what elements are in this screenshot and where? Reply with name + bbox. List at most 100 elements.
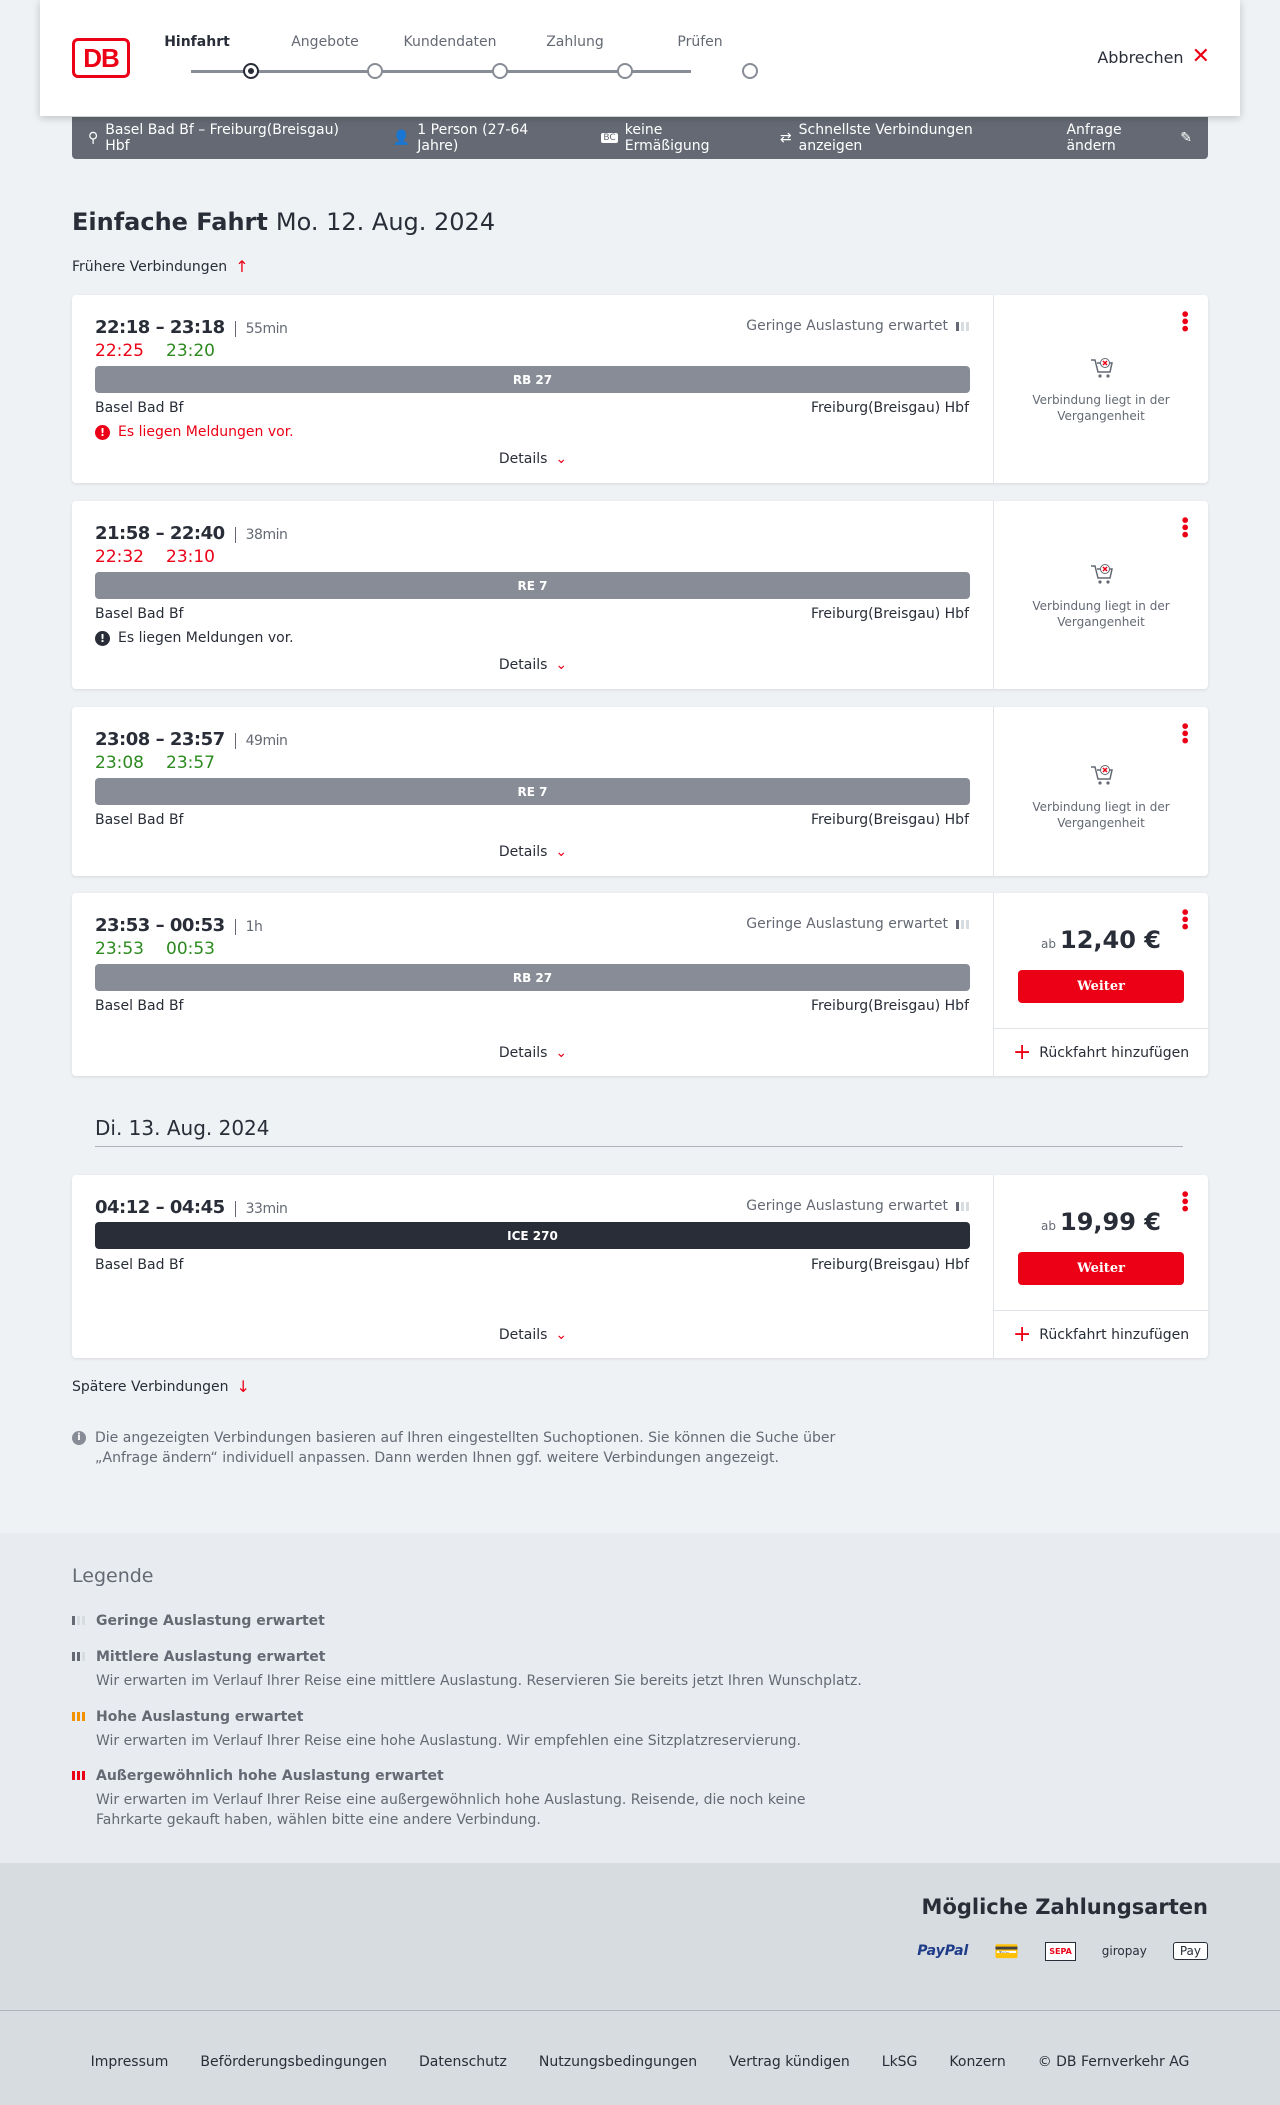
legend-item-title: Geringe Auslastung erwartet [96, 1613, 325, 1629]
connection-times: 21:58 – 22:40 38min [95, 523, 288, 544]
more-options-icon[interactable]: ••• [1175, 1189, 1194, 1211]
step-kundendaten: Kundendaten [403, 34, 497, 50]
offer-panel: ••• Verbindung liegt in der Vergangenhei… [994, 295, 1208, 483]
details-toggle[interactable]: Details ⌄ [72, 1045, 994, 1061]
connection-info[interactable]: 23:08 – 23:57 49min 23:08 23:57 RE 7 Basel … [72, 707, 994, 876]
connection-info[interactable]: 04:12 – 04:45 33min Geringe Auslastung er… [72, 1175, 994, 1358]
offer-panel: ••• Verbindung liegt in der Vergangenhei… [994, 501, 1208, 689]
train-bar: ICE 270 [95, 1222, 970, 1249]
db-logo[interactable]: DB [72, 38, 130, 78]
logo-text: DB [83, 42, 120, 73]
cart-unavailable-icon [1091, 564, 1113, 584]
chevron-down-icon: ⌄ [555, 1327, 568, 1343]
bahncard-icon: BC [601, 133, 618, 143]
earlier-label: Frühere Verbindungen [72, 258, 228, 275]
realtime-times: 23:53 00:53 [95, 939, 237, 959]
details-label: Details [498, 1045, 548, 1061]
route-text: Basel Bad Bf – Freiburg(Breisgau) Hbf [105, 122, 339, 154]
footer-link[interactable]: © DB Fernverkehr AG [1037, 2054, 1190, 2070]
load-indicator: Geringe Auslastung erwartet [746, 1198, 969, 1214]
details-toggle[interactable]: Details ⌄ [72, 844, 994, 860]
load-indicator: Geringe Auslastung erwartet [746, 318, 969, 334]
duration: 1h [234, 919, 263, 935]
departure-station: Basel Bad Bf [95, 400, 184, 416]
connection-info[interactable]: 23:53 – 00:53 1h 23:53 00:53 Geringe Auslas… [72, 893, 994, 1076]
times-text: 22:18 – 23:18 [95, 317, 225, 338]
departure-station: Basel Bad Bf [95, 998, 184, 1014]
add-return-button[interactable]: + Rückfahrt hinzufügen [994, 1028, 1208, 1076]
continue-button[interactable]: Weiter [1018, 970, 1184, 1003]
more-options-icon[interactable]: ••• [1175, 721, 1194, 743]
discount-text: keine Ermäßigung [624, 122, 710, 154]
past-connection-text: Verbindung liegt in der Vergangenheit [1032, 599, 1170, 629]
more-options-icon[interactable]: ••• [1175, 907, 1194, 929]
realtime-departure: 22:32 [95, 547, 144, 567]
legend-item-title: Hohe Auslastung erwartet [96, 1709, 304, 1725]
giropay-icon: giropay [1101, 1944, 1147, 1958]
load-low-icon [956, 1201, 969, 1211]
pencil-icon: ✎ [1180, 130, 1193, 146]
load-very-high-icon [72, 1771, 85, 1780]
departure-station: Basel Bad Bf [95, 812, 184, 828]
payment-icons: PayPal 💳 SEPA giropay Pay [917, 1939, 1208, 1963]
payment-section: Mögliche Zahlungsarten PayPal 💳 SEPA gir… [0, 1863, 1280, 2010]
trip-date: Mo. 12. Aug. 2024 [275, 208, 496, 236]
continue-button[interactable]: Weiter [1018, 1252, 1184, 1285]
fastest-info: ⇄ Schnellste Verbindungen anzeigen [780, 122, 1035, 154]
apple-pay-icon: Pay [1172, 1942, 1208, 1960]
train-bar: RB 27 [95, 366, 970, 393]
load-low-icon [72, 1616, 85, 1625]
step-dot [742, 63, 758, 79]
step-zahlung: Zahlung [546, 34, 604, 50]
return-label: Rückfahrt hinzufügen [1039, 1326, 1190, 1343]
step-pruefen: Prüfen [677, 34, 723, 50]
load-low-icon [956, 321, 969, 331]
cancel-button[interactable]: Abbrechen ✕ [1097, 46, 1210, 68]
connection-info[interactable]: 21:58 – 22:40 38min 22:32 23:10 RE 7 Basel … [72, 501, 994, 689]
chevron-down-icon: ⌄ [555, 657, 568, 673]
footer-link[interactable]: Datenschutz [418, 2054, 507, 2070]
step-dot [367, 63, 383, 79]
footer-link[interactable]: Impressum [90, 2054, 169, 2070]
later-label: Spätere Verbindungen [72, 1378, 229, 1395]
cart-unavailable-icon [1091, 358, 1113, 378]
paypal-icon: PayPal [917, 1943, 969, 1959]
footer-link[interactable]: Vertrag kündigen [729, 2054, 850, 2070]
details-label: Details [498, 844, 548, 860]
stepper-line [191, 70, 691, 73]
alert-icon: ! [95, 630, 110, 646]
more-options-icon[interactable]: ••• [1175, 309, 1194, 331]
message-text: Es liegen Meldungen vor. [118, 630, 294, 646]
arrival-station: Freiburg(Breisgau) Hbf [810, 606, 969, 622]
realtime-times: 22:32 23:10 [95, 547, 237, 567]
info-icon: i [72, 1431, 86, 1445]
footer: Impressum Beförderungsbedingungen Datensch… [0, 2010, 1280, 2105]
footer-link[interactable]: Nutzungsbedingungen [538, 2054, 698, 2070]
add-return-button[interactable]: + Rückfahrt hinzufügen [994, 1310, 1208, 1358]
realtime-arrival: 23:10 [166, 547, 215, 567]
footer-link[interactable]: Beförderungsbedingungen [200, 2054, 387, 2070]
details-toggle[interactable]: Details ⌄ [72, 657, 994, 673]
train-bar: RB 27 [95, 964, 970, 991]
persons-info: 👤 1 Person (27-64 Jahre) [393, 122, 570, 154]
footer-link[interactable]: Konzern [949, 2054, 1006, 2070]
more-options-icon[interactable]: ••• [1175, 515, 1194, 537]
details-toggle[interactable]: Details ⌄ [72, 451, 994, 467]
realtime-arrival: 23:20 [166, 341, 215, 361]
later-connections-link[interactable]: Spätere Verbindungen ↓ [72, 1377, 250, 1396]
connection-info[interactable]: 22:18 – 23:18 55min 22:25 23:20 Geringe Aus… [72, 295, 994, 483]
legend-item-title: Mittlere Auslastung erwartet [96, 1649, 326, 1665]
earlier-connections-link[interactable]: Frühere Verbindungen ↑ [72, 257, 249, 276]
duration: 38min [234, 527, 288, 543]
arrival-station: Freiburg(Breisgau) Hbf [810, 998, 969, 1014]
details-toggle[interactable]: Details ⌄ [72, 1327, 994, 1343]
past-connection-text: Verbindung liegt in der Vergangenheit [1032, 393, 1170, 423]
connection-card: 23:53 – 00:53 1h 23:53 00:53 Geringe Auslas… [72, 893, 1208, 1076]
apple-pay-text: Pay [1179, 1944, 1201, 1958]
departure-station: Basel Bad Bf [95, 1257, 184, 1273]
footer-link[interactable]: LkSG [881, 2054, 918, 2070]
realtime-arrival: 23:57 [166, 753, 215, 773]
search-summary-bar: ⚲ Basel Bad Bf – Freiburg(Breisgau) Hbf 👤… [72, 117, 1208, 159]
plus-icon: + [1012, 1321, 1032, 1347]
edit-request-button[interactable]: Anfrage ändern ✎ [1066, 122, 1192, 154]
